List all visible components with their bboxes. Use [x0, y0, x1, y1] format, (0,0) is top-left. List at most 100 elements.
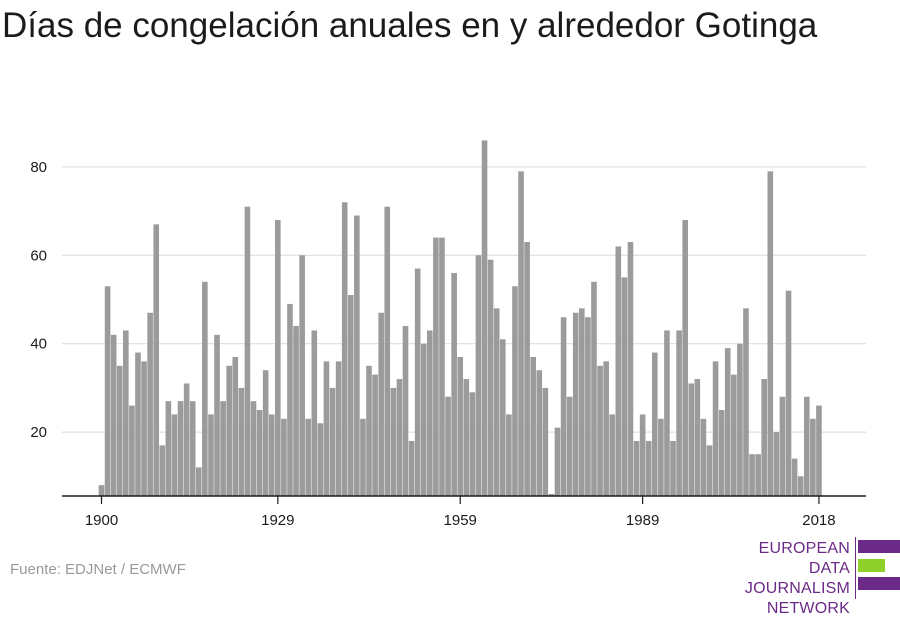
bar-1999 — [700, 418, 707, 496]
bar-2012 — [779, 396, 786, 496]
bar-1945 — [372, 374, 378, 496]
bar-1917 — [202, 281, 208, 496]
bar-1967 — [506, 414, 512, 496]
bar-1931 — [287, 303, 293, 496]
bar-1986 — [621, 277, 628, 496]
logo-divider — [855, 537, 856, 599]
bar-1938 — [329, 387, 336, 496]
x-tick-label: 1989 — [626, 512, 659, 529]
bar-1946 — [378, 312, 384, 496]
bar-1973 — [542, 387, 549, 496]
y-tick-label: 60 — [30, 247, 47, 264]
bar-2007 — [749, 454, 755, 496]
bar-1902 — [110, 334, 117, 496]
bar-1975 — [554, 427, 561, 496]
bar-1934 — [305, 418, 312, 496]
bar-1993 — [664, 330, 670, 496]
bar-1951 — [408, 440, 415, 496]
bar-1956 — [439, 237, 445, 496]
bar-1955 — [433, 237, 439, 496]
bar-1913 — [177, 401, 184, 496]
bar-1941 — [347, 295, 354, 496]
bar-1912 — [171, 414, 178, 496]
bar-1910 — [159, 445, 166, 496]
bar-1944 — [366, 365, 372, 496]
bar-1929 — [275, 219, 281, 496]
bar-1906 — [135, 352, 141, 496]
bar-1947 — [384, 206, 391, 496]
bar-2016 — [803, 396, 810, 496]
chart-title: Días de congelación anuales en y alreded… — [2, 6, 818, 45]
bar-1977 — [566, 396, 573, 496]
bar-1919 — [214, 334, 220, 496]
bar-2004 — [731, 374, 737, 496]
bar-2010 — [767, 171, 774, 496]
bar-2017 — [810, 418, 816, 496]
logo-line-2: DATA JOURNALISM — [744, 560, 850, 597]
bar-1915 — [189, 401, 196, 496]
bar-1981 — [591, 281, 597, 496]
bar-1961 — [469, 392, 476, 496]
bar-1998 — [694, 379, 701, 496]
bar-1920 — [220, 401, 226, 496]
bar-1933 — [299, 255, 305, 496]
bar-1983 — [603, 361, 609, 496]
bar-1964 — [487, 259, 494, 496]
bar-2000 — [706, 445, 713, 496]
bar-1971 — [530, 356, 536, 496]
x-tick-label: 1929 — [261, 512, 294, 529]
bar-1985 — [615, 246, 622, 496]
bar-1943 — [360, 418, 366, 496]
bar-1995 — [676, 330, 682, 496]
bar-1922 — [232, 356, 239, 496]
bar-1965 — [493, 308, 500, 496]
bar-2014 — [791, 458, 798, 496]
bar-2006 — [743, 308, 749, 496]
y-tick-label: 20 — [30, 424, 47, 441]
source-note: Fuente: EDJNet / ECMWF — [10, 561, 186, 578]
bar-1954 — [427, 330, 433, 496]
bar-2011 — [773, 432, 780, 496]
bar-1987 — [627, 242, 634, 496]
bar-1996 — [682, 219, 688, 496]
bar-2013 — [785, 290, 792, 496]
bar-1963 — [481, 140, 488, 496]
bar-2009 — [761, 379, 768, 496]
bar-1918 — [208, 414, 214, 496]
bar-1949 — [396, 379, 403, 496]
bar-1905 — [129, 405, 135, 496]
bar-2015 — [797, 476, 804, 496]
bar-1959 — [457, 356, 464, 496]
bar-1936 — [317, 423, 324, 496]
bar-1942 — [354, 215, 360, 496]
bar-1908 — [147, 312, 153, 496]
bar-1988 — [633, 440, 640, 496]
bar-1901 — [104, 286, 111, 496]
bar-1991 — [651, 352, 658, 496]
bar-1935 — [311, 330, 318, 496]
bar-2005 — [737, 343, 743, 496]
logo-bar-middle — [858, 559, 885, 572]
bar-1926 — [256, 410, 263, 496]
y-axis-labels: 20 40 60 80 — [30, 159, 47, 441]
bar-1962 — [475, 255, 482, 496]
bar-1969 — [518, 171, 524, 496]
logo-line-3: NETWORK — [766, 600, 850, 617]
logo-bar-bottom — [858, 577, 900, 590]
bar-1900 — [98, 485, 105, 496]
bar-2001 — [712, 361, 719, 496]
bar-1952 — [414, 268, 421, 496]
bar-1907 — [141, 361, 147, 496]
bar-1997 — [688, 383, 695, 496]
bar-1958 — [451, 272, 457, 496]
bar-1957 — [445, 396, 451, 496]
bar-1921 — [226, 365, 232, 496]
bar-1972 — [536, 370, 543, 496]
bar-1989 — [639, 414, 646, 496]
bar-1924 — [244, 206, 251, 496]
bar-1927 — [262, 370, 269, 496]
x-tick-label: 1900 — [85, 512, 118, 529]
bar-1990 — [645, 440, 652, 496]
bar-1948 — [390, 387, 397, 496]
bar-1903 — [116, 365, 123, 496]
